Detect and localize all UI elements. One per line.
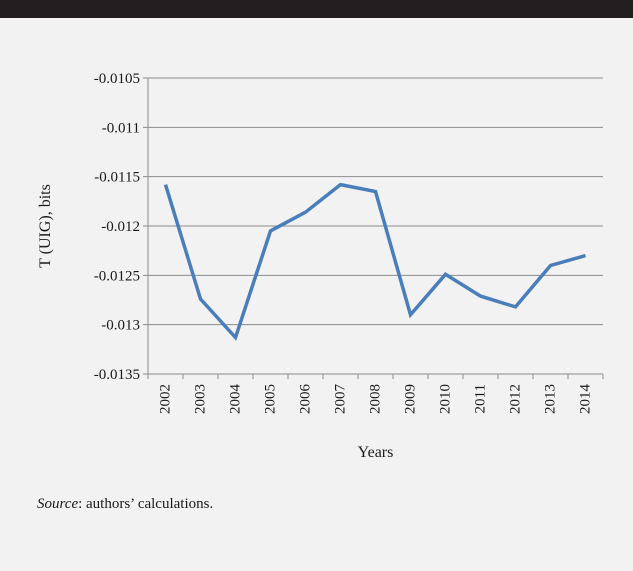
y-tick-label: -0.0125 [94,268,140,284]
x-tick-labels: 2002 2003 2004 2005 2006 2007 2008 2009 2010 2011… [158,384,594,415]
header-bar [0,0,633,18]
gridlines [143,77,604,379]
y-tick-label: -0.013 [101,318,140,334]
x-tick-label: 2003 [193,384,209,414]
x-tick-label: 2002 [158,384,174,414]
y-tick-label: -0.0105 [94,71,140,87]
x-tick-label: 2011 [473,384,489,413]
y-axis-title: T (UIG), bits [37,184,54,268]
y-tick-label: -0.0135 [94,367,140,383]
x-axis-title: Years [358,444,394,461]
y-tick-labels: -0.0105 -0.011 -0.0115 -0.012 -0.0125 -0.013 -… [94,71,140,383]
x-tick-label: 2013 [543,384,559,414]
x-tick-label: 2009 [403,384,419,414]
x-tick-label: 2004 [228,384,244,415]
x-tick-label: 2007 [333,384,349,415]
y-tick-label: -0.012 [101,219,140,235]
source-note: Source: authors’ calculations. [37,496,213,513]
series-line [163,182,586,341]
figure: -0.0105 -0.011 -0.0115 -0.012 -0.0125 -0.013 -… [0,18,633,571]
series-lines [163,182,586,341]
x-tick-label: 2008 [368,384,384,414]
x-tick-label: 2012 [508,384,524,414]
y-tick-label: -0.011 [102,120,140,136]
source-label: Source [37,496,79,512]
y-tick-label: -0.0115 [94,170,140,186]
source-text: : authors’ calculations. [78,496,214,512]
x-tick-label: 2005 [263,384,279,414]
x-tick-label: 2010 [438,384,454,414]
line-chart: -0.0105 -0.011 -0.0115 -0.012 -0.0125 -0.013 -… [37,71,604,461]
x-tick-label: 2014 [578,384,594,415]
x-tick-label: 2006 [298,384,314,415]
